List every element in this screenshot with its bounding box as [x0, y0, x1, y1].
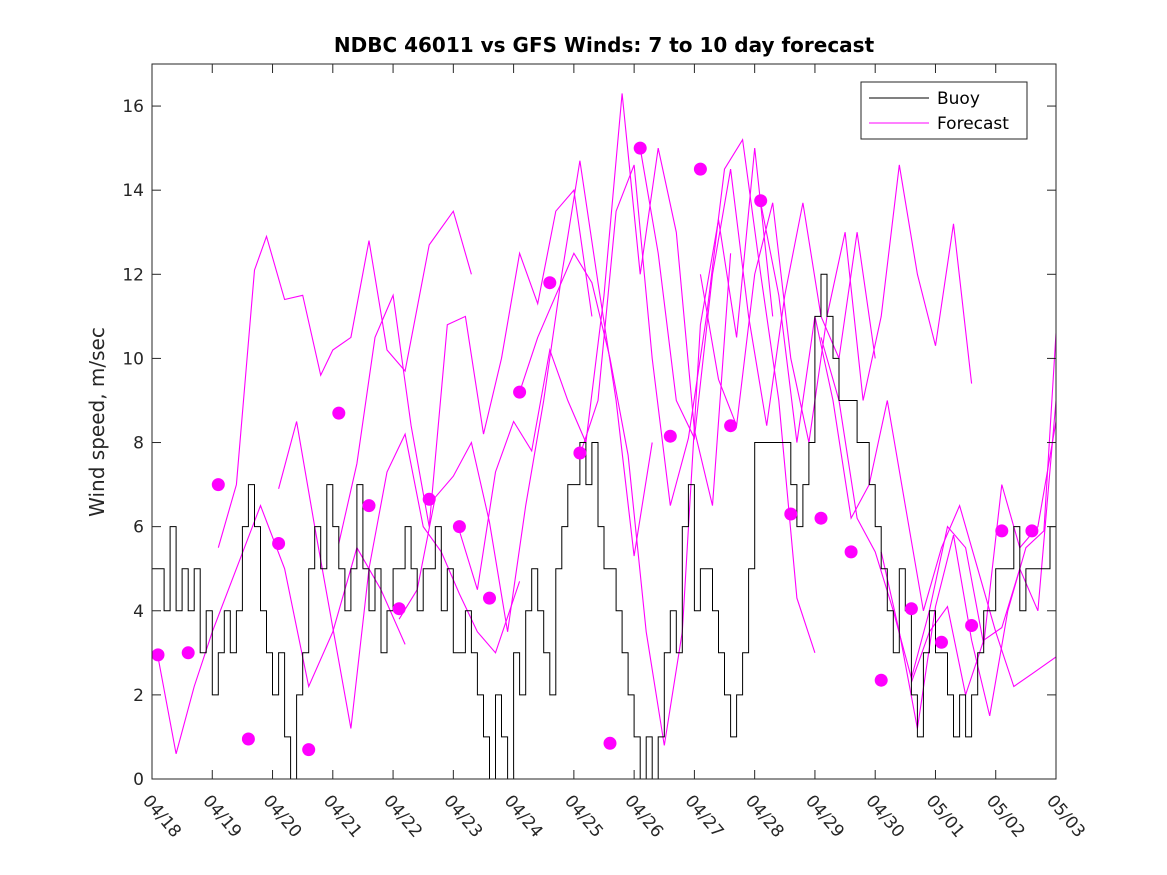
- forecast-line-6: [458, 93, 732, 590]
- buoy-line: [152, 273, 1056, 779]
- plot-area: [152, 93, 1056, 779]
- y-axis-ticks: 0 2 4 6 8 10 12 14 16: [122, 97, 1056, 790]
- forecast-marker: [603, 736, 617, 750]
- forecast-marker: [452, 520, 466, 534]
- y-tick-label: 6: [133, 518, 144, 538]
- forecast-line-8: [579, 138, 816, 653]
- y-tick-label: 2: [133, 686, 144, 706]
- forecast-marker: [663, 429, 677, 443]
- forecast-line-1: [157, 504, 406, 754]
- forecast-marker: [241, 732, 255, 746]
- forecast-marker: [302, 743, 316, 757]
- forecast-marker: [995, 524, 1009, 538]
- legend-buoy-label: Buoy: [937, 89, 980, 109]
- forecast-line-9: [639, 148, 876, 441]
- forecast-line-12: [820, 337, 1056, 681]
- forecast-marker: [392, 602, 406, 616]
- forecast-marker: [152, 648, 165, 662]
- forecast-marker: [422, 492, 436, 506]
- forecast-marker: [181, 646, 195, 660]
- forecast-marker: [693, 162, 707, 176]
- forecast-marker: [483, 591, 496, 605]
- forecast-line-10: [699, 164, 973, 443]
- forecast-marker: [965, 619, 979, 632]
- forecast-line-11: [760, 202, 1056, 688]
- legend-box: [860, 81, 1028, 140]
- y-tick-label: 10: [122, 349, 144, 369]
- legend-forecast-label: Forecast: [937, 114, 1009, 134]
- legend: Buoy Forecast: [860, 81, 1028, 140]
- y-axis-label: Wind speed, m/sec: [85, 327, 109, 517]
- y-tick-label: 4: [133, 602, 144, 622]
- forecast-marker: [573, 446, 587, 460]
- y-tick-label: 8: [133, 434, 144, 454]
- y-tick-label: 14: [122, 181, 144, 201]
- y-tick-label: 12: [122, 265, 144, 285]
- forecast-line-2: [217, 209, 472, 548]
- forecast-marker: [874, 673, 888, 687]
- forecast-marker: [784, 507, 798, 521]
- forecast-line-13: [880, 333, 1056, 729]
- forecast-marker: [754, 194, 768, 208]
- plot-frame: [151, 63, 1057, 780]
- forecast-marker: [633, 141, 647, 155]
- y-tick-label: 16: [122, 97, 144, 117]
- forecast-marker: [1025, 524, 1039, 538]
- buoy-series-group: [152, 273, 1056, 779]
- forecast-marker: [543, 276, 557, 290]
- forecast-marker: [513, 385, 527, 399]
- forecast-marker: [904, 602, 918, 616]
- forecast-marker: [211, 478, 225, 492]
- forecast-marker: [844, 545, 858, 559]
- forecast-series-group: [157, 93, 1056, 754]
- forecast-line-4: [338, 188, 593, 544]
- forecast-line-7: [519, 148, 774, 746]
- forecast-markers-group: [152, 141, 1039, 757]
- forecast-marker: [272, 537, 286, 550]
- forecast-marker: [814, 511, 828, 525]
- chart-title: NDBC 46011 vs GFS Winds: 7 to 10 day for…: [334, 33, 875, 57]
- forecast-marker: [332, 406, 346, 420]
- forecast-marker: [935, 635, 948, 649]
- forecast-marker: [362, 499, 376, 513]
- forecast-marker: [724, 419, 738, 433]
- y-tick-label: 0: [133, 770, 144, 790]
- forecast-line-3: [278, 421, 521, 729]
